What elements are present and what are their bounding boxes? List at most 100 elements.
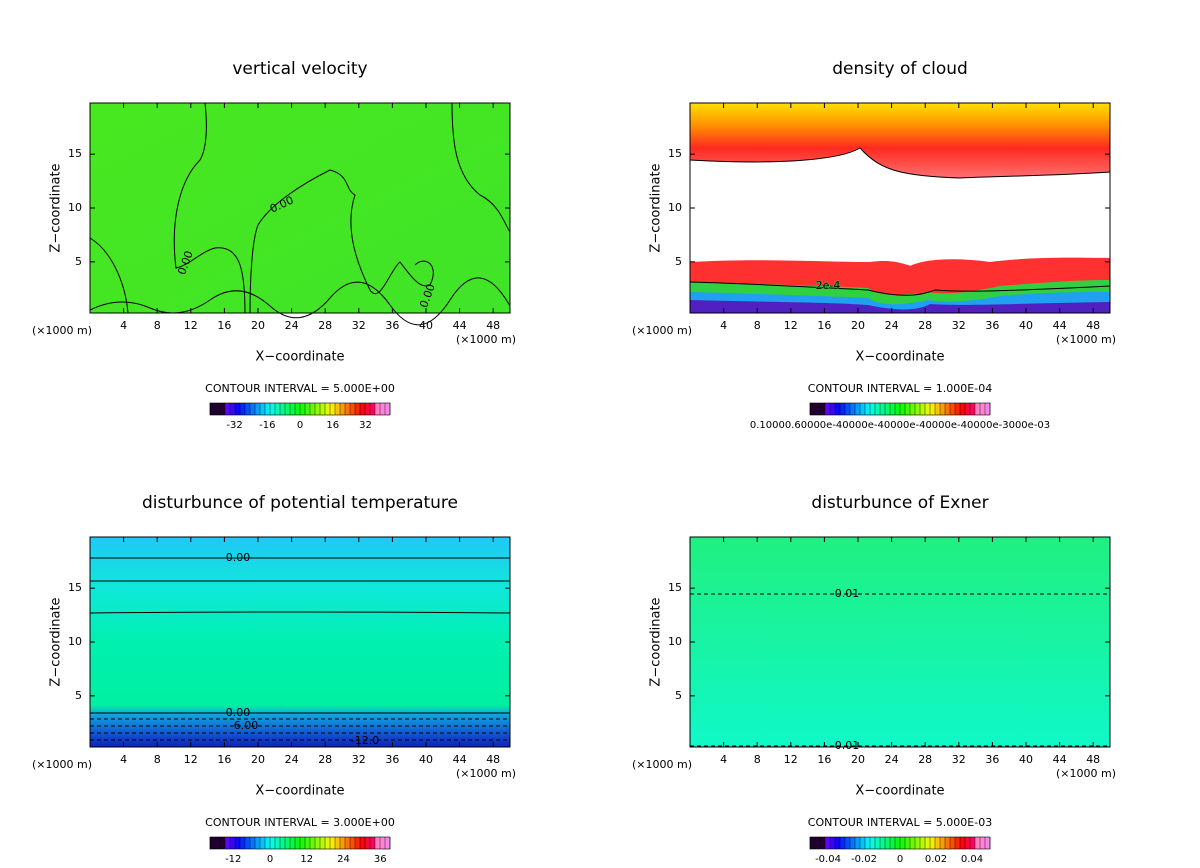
colorbar-cell [370,403,375,415]
x-tick-label: 8 [154,319,161,332]
colorbar-cell [955,837,960,849]
contour-interval: CONTOUR INTERVAL = 5.000E-03 [808,816,992,829]
colorbar-tick-label: -0.04 [815,854,841,865]
contour-interval: CONTOUR INTERVAL = 3.000E+00 [205,816,395,829]
x-tick-label: 28 [918,753,932,766]
x-tick-label: 16 [217,319,231,332]
x-tick-label: 36 [985,753,999,766]
x-tick-label: 24 [885,319,899,332]
x-tick-label: 40 [419,753,433,766]
colorbar-cell [380,837,385,849]
x-tick-label: 32 [352,319,366,332]
colorbar-cell [905,403,910,415]
y-tick-label: 10 [668,201,682,214]
x-tick-label: 16 [817,753,831,766]
colorbar-cell [385,837,390,849]
colorbar-cell [970,837,975,849]
x-tick-label: 44 [1053,753,1067,766]
chart-title: vertical velocity [232,59,367,79]
colorbar-cell [360,403,365,415]
colorbar-cell [945,837,950,849]
x-tick-label: 32 [952,319,966,332]
x-tick-label: 44 [1053,319,1067,332]
x-tick-label: 4 [720,319,727,332]
x-axis-label: X−coordinate [255,350,344,365]
colorbar-cell [815,403,820,415]
colorbar-cell [895,403,900,415]
x-tick-label: 12 [784,753,798,766]
colorbar-cell [345,837,350,849]
x-tick-label: 8 [754,319,761,332]
colorbar-cell [910,837,915,849]
colorbar-cell [250,837,255,849]
colorbar-cell [215,403,220,415]
colorbar-cell [810,837,815,849]
colorbar-cell [865,403,870,415]
x-tick-label: 36 [385,319,399,332]
y-tick-label: 15 [68,581,82,594]
x-tick-label: 48 [486,753,500,766]
colorbar-cell [245,403,250,415]
colorbar-cell [385,403,390,415]
x-tick-label: 40 [1019,753,1033,766]
y-tick-label: 5 [675,255,682,268]
colorbar-cell [835,403,840,415]
colorbar-cell [885,403,890,415]
x-tick-label: 20 [251,753,265,766]
colorbar-cell [855,837,860,849]
colorbar-cell [840,403,845,415]
colorbar-cell [285,837,290,849]
colorbar-cell [320,403,325,415]
colorbar-cell [350,837,355,849]
x-tick-label: 32 [952,753,966,766]
colorbar-cell [370,837,375,849]
colorbar-cell [960,403,965,415]
colorbar-cell [245,837,250,849]
colorbar-tick-label: -16 [259,420,275,431]
colorbar-cell [830,403,835,415]
colorbar-cell [915,837,920,849]
y-axis-label: Z−coordinate [49,597,64,686]
colorbar-cell [890,837,895,849]
colorbar-cell [240,403,245,415]
colorbar-cell [965,837,970,849]
x-tick-label: 40 [419,319,433,332]
colorbar-cell [960,837,965,849]
colorbar-cell [885,837,890,849]
colorbar-cell [910,403,915,415]
colorbar-cell [255,403,260,415]
colorbar-cell [940,403,945,415]
colorbar-cell [330,837,335,849]
colorbar-cell [985,403,990,415]
contour-interval: CONTOUR INTERVAL = 1.000E-04 [808,382,992,395]
colorbar-cell [355,837,360,849]
y-axis-label: Z−coordinate [649,597,664,686]
colorbar-cell [305,837,310,849]
colorbar-cell [275,403,280,415]
x-unit: (×1000 m) [456,333,516,346]
chart-title: density of cloud [832,59,968,79]
colorbar-cell [970,403,975,415]
y-tick-label: 5 [75,689,82,702]
colorbar-cell [935,403,940,415]
colorbar-cell [285,403,290,415]
colorbar-tick-label: 0 [267,854,273,865]
x-unit: (×1000 m) [1056,767,1116,780]
y-tick-label: 15 [668,581,682,594]
colorbar-label: 0.10000.60000e-40000e-40000e-40000e-4000… [750,420,1050,431]
colorbar-cell [250,403,255,415]
colorbar-cell [875,837,880,849]
colorbar-cell [225,403,230,415]
colorbar-tick-label: 0 [897,854,903,865]
colorbar-tick-label: 0.02 [925,854,947,865]
colorbar-cell [895,837,900,849]
colorbar-cell [870,403,875,415]
y-tick-label: 10 [68,635,82,648]
colorbar-cell [860,837,865,849]
colorbar-cell [835,837,840,849]
colorbar-tick-label: 0 [297,420,303,431]
x-unit: (×1000 m) [456,767,516,780]
contour-lines [89,102,1111,747]
colorbar-tick-label: 32 [359,420,372,431]
